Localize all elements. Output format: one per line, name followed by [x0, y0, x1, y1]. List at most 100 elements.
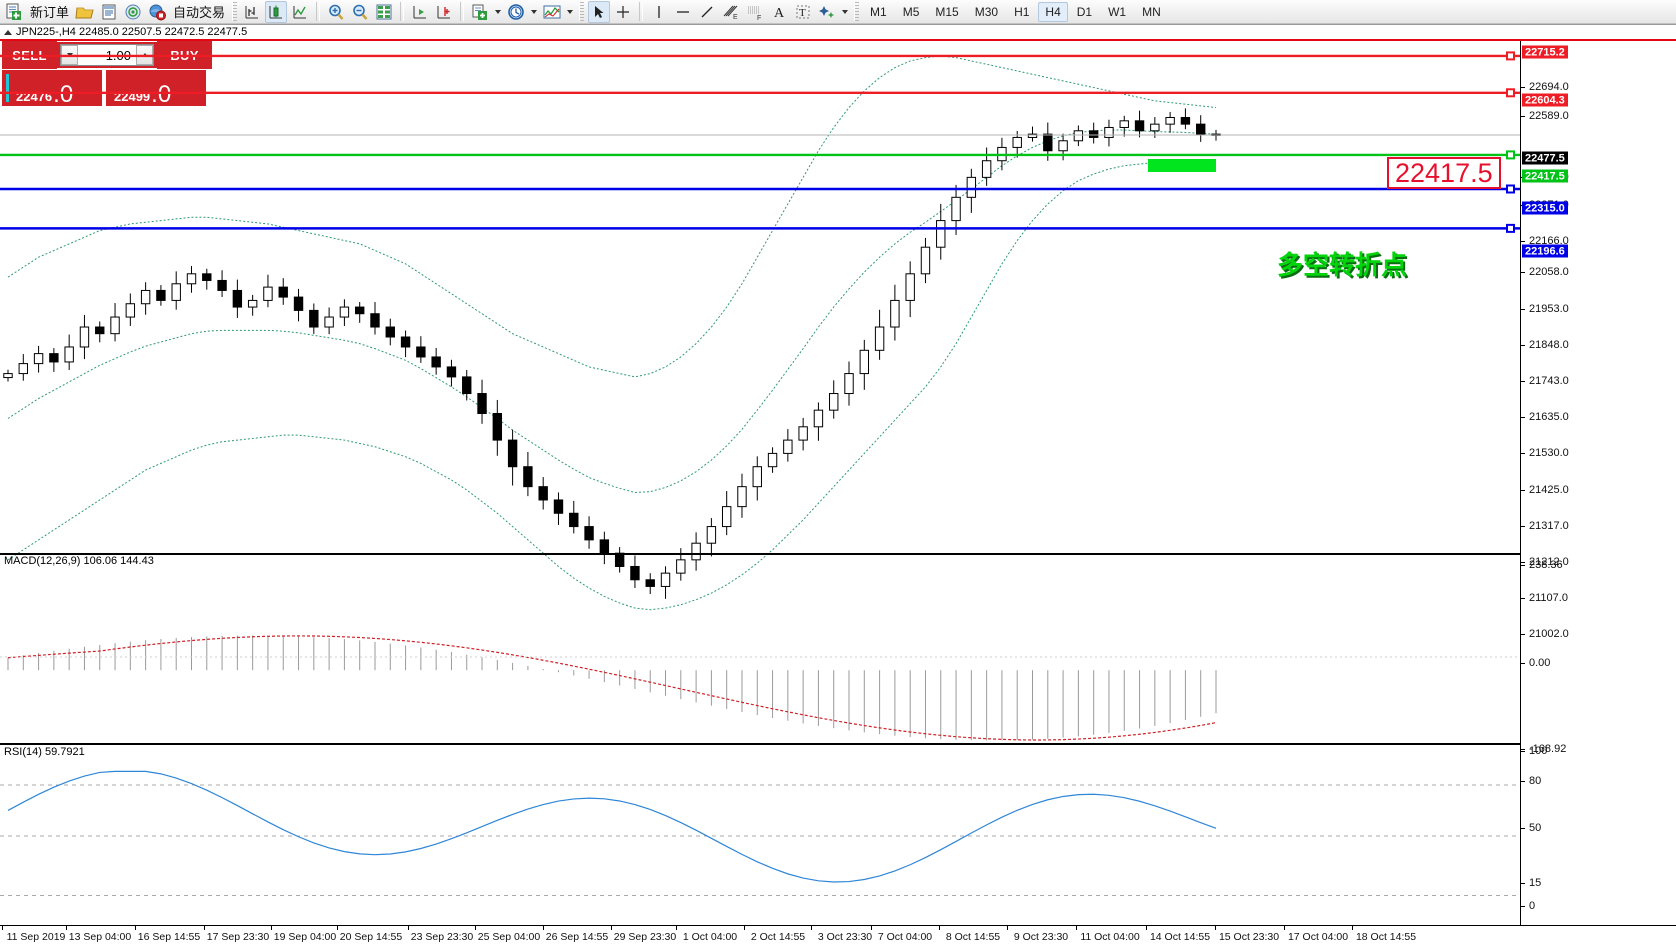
time-tick-mark [408, 926, 409, 930]
support-zone-highlight[interactable] [1148, 159, 1216, 172]
time-axis[interactable]: 11 Sep 2019 13 Sep 04:00 16 Sep 14:55 17 Se… [0, 925, 1676, 947]
price-callout-annotation[interactable]: 22417.5 [1387, 157, 1501, 190]
price-tick: 21635.0 [1521, 411, 1569, 423]
toolbar-grip[interactable] [232, 2, 238, 21]
tab-timeframe-m15[interactable]: M15 [935, 4, 959, 19]
price-tick: 21002.0 [1521, 628, 1569, 640]
chart-shift-icon[interactable] [409, 1, 431, 23]
period-icon[interactable] [505, 1, 527, 23]
chart-window[interactable]: JPN225-,H4 22485.0 22507.5 22472.5 22477… [0, 24, 1676, 947]
toolbar-separator [316, 2, 321, 21]
autotrading-label[interactable]: 自动交易 [173, 6, 226, 21]
horizontal-line-icon[interactable] [672, 1, 694, 23]
shapes-icon[interactable] [816, 1, 838, 23]
toolbar-grip-3[interactable] [854, 2, 860, 21]
time-tick-mark [1215, 926, 1216, 930]
tab-timeframe-mn[interactable]: MN [1142, 4, 1161, 19]
time-tick-mark [1352, 926, 1353, 930]
main-toolbar: 新订单 [0, 0, 1676, 24]
price-tick: 21953.0 [1521, 303, 1569, 315]
blue-level-1-label[interactable]: 22315.0 [1522, 201, 1568, 215]
tab-timeframe-w1[interactable]: W1 [1108, 4, 1127, 19]
time-tick-label: 7 Oct 04:00 [877, 931, 933, 943]
navigator-icon[interactable] [122, 1, 144, 23]
bollinger-bands [7, 55, 1217, 611]
crosshair-icon[interactable] [612, 1, 634, 23]
rsi-axis: 100 80 50 15 0 [1520, 743, 1676, 915]
new-order-icon[interactable] [3, 1, 25, 23]
macd-histogram [7, 635, 1217, 741]
macd-tick: 238.36 [1521, 559, 1563, 571]
tab-timeframe-h1[interactable]: H1 [1014, 4, 1030, 19]
time-tick-mark [543, 926, 544, 930]
macd-indicator-label[interactable]: MACD(12,26,9) 106.06 144.43 [4, 555, 154, 567]
text-label-icon[interactable]: A [768, 1, 790, 23]
macd-plot[interactable] [0, 559, 1520, 749]
line-chart-icon[interactable] [289, 1, 311, 23]
chart-title-bar: JPN225-,H4 22485.0 22507.5 22472.5 22477… [0, 25, 1676, 39]
toolbar-separator-4 [639, 2, 644, 21]
new-order-label[interactable]: 新订单 [30, 6, 70, 21]
blue-level-2-label[interactable]: 22196.6 [1522, 244, 1568, 258]
indicators-dropdown-caret[interactable] [495, 9, 502, 14]
auto-scroll-icon[interactable] [433, 1, 455, 23]
templates-dropdown-caret[interactable] [567, 9, 574, 14]
svg-text:E: E [733, 14, 738, 21]
autotrading-icon[interactable] [146, 1, 168, 23]
channel-icon[interactable]: F [744, 1, 766, 23]
vertical-line-icon[interactable] [648, 1, 670, 23]
price-tick: 22166.0 [1521, 235, 1569, 247]
time-tick-label: 11 Oct 04:00 [1080, 931, 1140, 943]
fibonacci-icon[interactable]: E [720, 1, 742, 23]
support-level-label[interactable]: 22417.5 [1522, 169, 1568, 183]
time-tick-label: 8 Oct 14:55 [945, 931, 1001, 943]
time-tick-label: 23 Sep 23:30 [410, 931, 474, 943]
shapes-dropdown-caret[interactable] [842, 9, 849, 14]
rsi-tick: 80 [1521, 775, 1541, 787]
zoom-in-icon[interactable] [325, 1, 347, 23]
time-tick-label: 9 Oct 23:30 [1013, 931, 1069, 943]
time-tick-mark [611, 926, 612, 930]
bar-chart-icon[interactable] [241, 1, 263, 23]
templates-icon[interactable] [541, 1, 563, 23]
resistance-1-label[interactable]: 22715.2 [1522, 45, 1568, 59]
time-tick-mark [676, 926, 677, 930]
price-chart-plot[interactable] [0, 41, 1520, 633]
tab-timeframe-h4[interactable]: H4 [1038, 1, 1068, 22]
zoom-out-icon[interactable] [349, 1, 371, 23]
macd-axis: 238.36 0.00 -168.92 [1520, 553, 1676, 755]
rsi-indicator-label[interactable]: RSI(14) 59.7921 [4, 746, 85, 758]
rsi-panel-divider [0, 743, 1520, 745]
trendline-icon[interactable] [696, 1, 718, 23]
svg-text:A: A [774, 6, 785, 21]
macd-signal-line [7, 635, 1217, 741]
collapse-triangle-icon[interactable] [4, 29, 12, 35]
period-dropdown-caret[interactable] [531, 9, 538, 14]
folder-icon[interactable] [74, 1, 96, 23]
text-box-icon[interactable]: T [792, 1, 814, 23]
resistance-2-label[interactable]: 22604.3 [1522, 93, 1568, 107]
tab-timeframe-m30[interactable]: M30 [974, 4, 999, 19]
cursor-icon[interactable] [588, 0, 611, 23]
time-tick-label: 18 Oct 14:55 [1355, 931, 1417, 943]
tab-timeframe-m1[interactable]: M1 [870, 4, 887, 19]
grid-icon[interactable] [373, 1, 395, 23]
tab-timeframe-d1[interactable]: D1 [1076, 4, 1093, 19]
time-tick-mark [1284, 926, 1285, 930]
time-tick-mark [135, 926, 136, 930]
rsi-plot[interactable] [0, 751, 1520, 921]
rsi-series-line [7, 770, 1217, 883]
candlestick-series [3, 108, 1221, 599]
chinese-note-annotation[interactable]: 多空转折点 [1277, 251, 1408, 281]
data-window-icon[interactable] [98, 1, 120, 23]
last-price-label[interactable]: 22477.5 [1522, 151, 1568, 165]
svg-text:T: T [799, 7, 806, 19]
time-tick-label: 2 Oct 14:55 [750, 931, 806, 943]
tab-timeframe-m5[interactable]: M5 [902, 4, 920, 19]
macd-tick: 0.00 [1521, 657, 1550, 669]
time-tick-mark [1146, 926, 1147, 930]
price-axis[interactable]: 22694.022589.022376.022271.022166.022058… [1520, 41, 1676, 933]
candlestick-chart-icon[interactable] [265, 0, 288, 23]
indicators-icon[interactable] [469, 1, 491, 23]
toolbar-grip-2[interactable] [579, 2, 585, 21]
